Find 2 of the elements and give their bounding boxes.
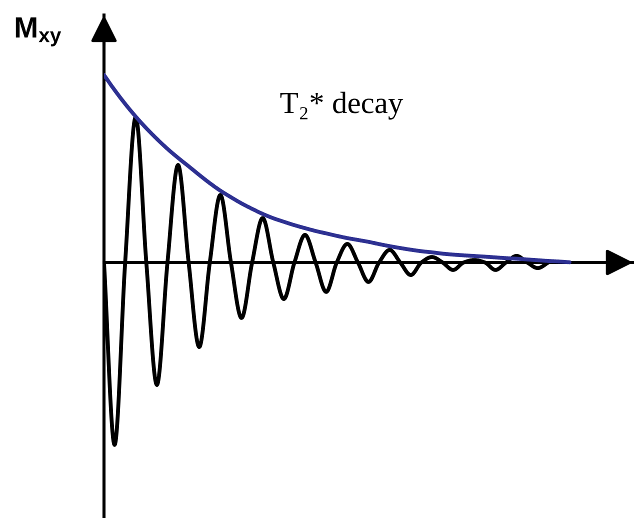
text: T₂* decay — [280, 92, 404, 120]
y-axis-title: M$_{xy}$ — [16, 17, 62, 46]
